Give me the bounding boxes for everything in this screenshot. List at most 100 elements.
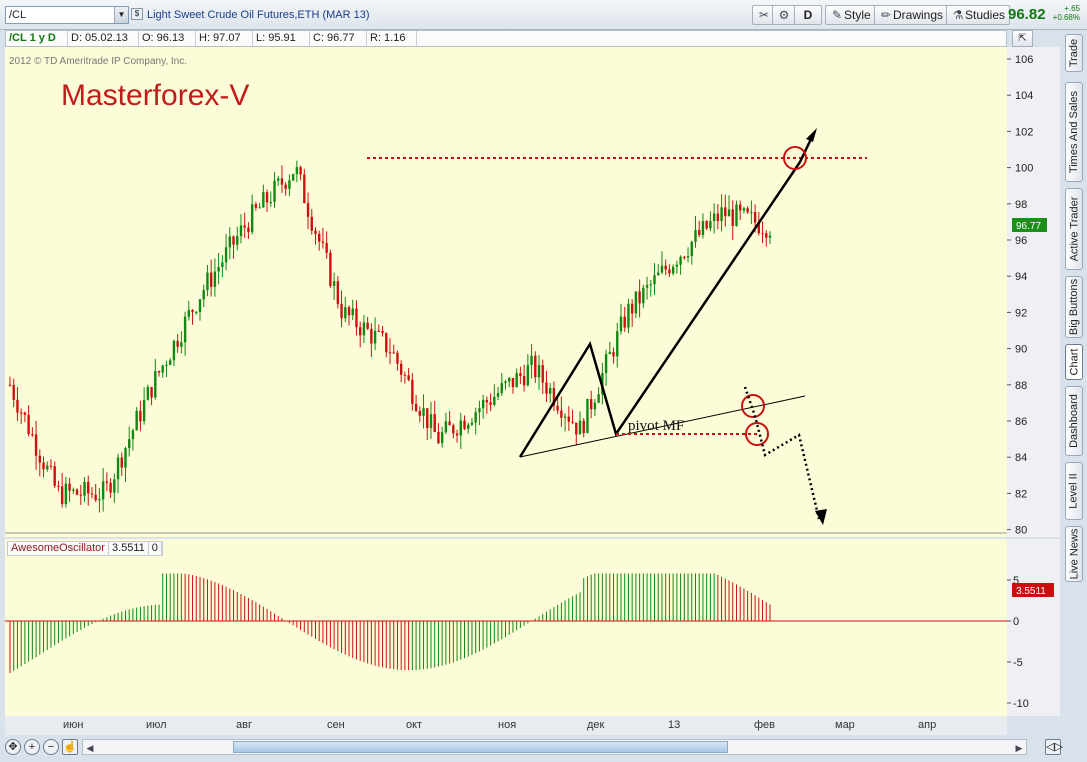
lock-icon[interactable]: ⇱ [1012, 30, 1033, 47]
oscillator-name[interactable]: AwesomeOscillator [8, 542, 109, 555]
side-tab-label: Level II [1068, 473, 1080, 509]
price-tick-label: 88 [1015, 380, 1027, 392]
candle-body [530, 355, 533, 366]
candle-body [716, 213, 720, 221]
side-tab-live-news[interactable]: Live News [1065, 526, 1083, 582]
horizontal-scrollbar[interactable]: ◀ ▶ [82, 739, 1027, 755]
zigzag-path[interactable] [518, 161, 802, 458]
hand-icon[interactable]: ☝ [62, 739, 78, 755]
candle-body [534, 355, 537, 378]
candle-body [750, 212, 753, 214]
studies-icon: ⚗ [952, 8, 964, 22]
side-tab-level-ii[interactable]: Level II [1065, 462, 1083, 520]
candle-body [709, 220, 712, 229]
candle-body [38, 455, 42, 463]
quote-icon[interactable]: $ [131, 8, 143, 20]
candle-body [671, 266, 675, 274]
candle-body [467, 424, 470, 429]
candle-body [53, 466, 56, 486]
candle-body [616, 331, 619, 357]
side-tab-active-trader[interactable]: Active Trader [1065, 188, 1083, 270]
period-button[interactable]: D [794, 5, 822, 25]
candle-body [582, 420, 585, 434]
candle-body [548, 388, 552, 394]
candle-body [310, 216, 313, 231]
candle-body [321, 241, 325, 243]
side-tab-times-and-sales[interactable]: Times And Sales [1065, 82, 1083, 182]
trend-line[interactable] [519, 395, 806, 458]
candle-body [537, 365, 541, 378]
chart-background [5, 47, 1007, 537]
candle-body [243, 225, 246, 228]
candle-body [139, 410, 142, 422]
bar-low: L: 95.91 [253, 31, 310, 46]
candle-body [120, 457, 123, 468]
candle-body [336, 281, 340, 304]
candle-body [660, 265, 664, 273]
side-tab-big-buttons[interactable]: Big Buttons [1065, 276, 1083, 338]
candle-body [191, 310, 194, 313]
candle-body [459, 420, 462, 436]
scroll-thumb[interactable] [233, 741, 728, 753]
candle-body [250, 204, 254, 233]
symbol-period[interactable]: /CL 1 y D [6, 31, 68, 46]
side-tab-dashboard[interactable]: Dashboard [1065, 386, 1083, 456]
candle-body [161, 365, 164, 373]
zoom-in-icon[interactable]: + [24, 739, 40, 755]
side-tab-trade[interactable]: Trade [1065, 34, 1083, 72]
studies-button[interactable]: ⚗ Studies [946, 5, 1011, 25]
drawings-button[interactable]: ✏ Drawings [874, 5, 949, 25]
time-tick-label: дек [587, 719, 605, 731]
candle-body [72, 489, 75, 491]
arrow-head-icon [806, 128, 817, 142]
candle-body [437, 431, 440, 444]
scroll-left-icon[interactable]: ◀ [86, 743, 94, 753]
candle-body [79, 494, 82, 496]
candle-body [478, 408, 481, 413]
watermark-text: Masterforex-V [61, 79, 249, 112]
time-tick-label: авг [236, 719, 252, 731]
candle-body [575, 422, 578, 435]
change-value: +.65 [1064, 4, 1080, 13]
candle-body [265, 192, 269, 203]
candle-body [224, 247, 228, 263]
price-chart[interactable]: 2012 © TD Ameritrade IP Company, Inc. Ma… [5, 47, 1060, 537]
candle-body [608, 352, 612, 355]
candle-body [206, 272, 209, 291]
candle-body [545, 382, 548, 394]
candle-body [150, 387, 153, 398]
bar-date: D: 05.02.13 [68, 31, 139, 46]
change-percent: +0.68% [1052, 13, 1080, 22]
zoom-out-icon[interactable]: − [43, 739, 59, 755]
candle-body [318, 233, 321, 242]
time-tick-label: июл [146, 719, 167, 731]
candle-body [474, 412, 477, 423]
time-tick-label: ноя [498, 719, 517, 731]
candle-body [724, 207, 727, 217]
oscillator-chart[interactable]: 5 0 -5 -10 3.5511 [5, 539, 1060, 716]
symbol-input[interactable]: /CL ▼ [5, 6, 129, 24]
pencil-icon: ✏ [880, 8, 892, 22]
price-tick-label: 98 [1015, 199, 1027, 211]
expand-icon[interactable]: ◁▷ [1045, 739, 1063, 755]
settings-button[interactable]: ⚙ [772, 5, 796, 25]
candle-body [385, 333, 388, 353]
candle-body [381, 330, 384, 334]
candle-body [49, 465, 53, 467]
pan-icon[interactable]: ✥ [5, 739, 21, 755]
side-tab-chart[interactable]: Chart [1065, 344, 1083, 380]
pivot-label: pivot MF [628, 418, 684, 434]
scroll-right-icon[interactable]: ▶ [1015, 743, 1023, 753]
candle-body [463, 420, 466, 429]
oscillator-header[interactable]: AwesomeOscillator 3.5511 0 [7, 541, 163, 556]
candle-body [195, 311, 198, 313]
candle-body [351, 308, 354, 316]
bar-range: R: 1.16 [367, 31, 417, 46]
candle-body [83, 481, 86, 496]
chevron-down-icon[interactable]: ▼ [114, 7, 128, 23]
price-ticks: 106 104 102 100 98 96 94 92 90 88 86 84 82 80 [1007, 54, 1033, 537]
candle-body [433, 414, 436, 432]
candle-body [168, 360, 172, 366]
style-button[interactable]: ✎ Style [825, 5, 876, 25]
